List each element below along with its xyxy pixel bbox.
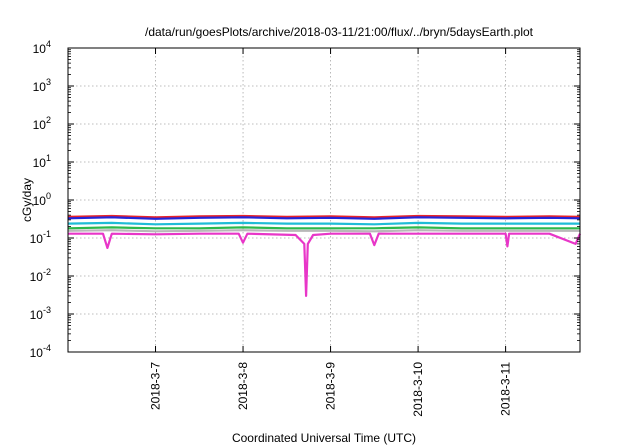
x-tick-label: 2018-3-9 (324, 362, 338, 410)
y-tick-label: 10-2 (30, 267, 51, 284)
series-line (67, 216, 581, 220)
grid (68, 48, 580, 352)
series-group (67, 214, 582, 297)
series-line (67, 226, 580, 230)
x-tick-label: 2018-3-11 (499, 362, 513, 416)
series-line (67, 229, 580, 233)
y-tick-label: 100 (33, 191, 51, 208)
x-tick-label: 2018-3-8 (236, 362, 250, 410)
y-tick-label: 10-4 (30, 343, 51, 360)
series-line (68, 232, 582, 297)
y-tick-label: 101 (33, 153, 51, 170)
y-tick-label: 102 (33, 115, 51, 132)
x-tick-label: 2018-3-7 (149, 362, 163, 410)
y-tick-label: 103 (33, 77, 51, 94)
y-tick-label: 10-3 (30, 305, 51, 322)
y-axis-label: cGy/day (20, 178, 34, 222)
series-line (67, 214, 581, 219)
x-axis: 2018-3-7 2018-3-8 2018-3-9 2018-3-10 2018-3-… (149, 48, 513, 417)
x-tick-label: 2018-3-10 (411, 362, 425, 417)
x-axis-label: Coordinated Universal Time (UTC) (232, 431, 416, 445)
series-line (67, 221, 580, 226)
y-tick-label: 10-1 (30, 229, 51, 246)
y-tick-label: 104 (33, 39, 51, 56)
y-axis: 10-4 10-3 10-2 10-1 100 101 102 103 104 (30, 39, 580, 360)
chart-title: /data/run/goesPlots/archive/2018-03-11/2… (145, 25, 534, 39)
